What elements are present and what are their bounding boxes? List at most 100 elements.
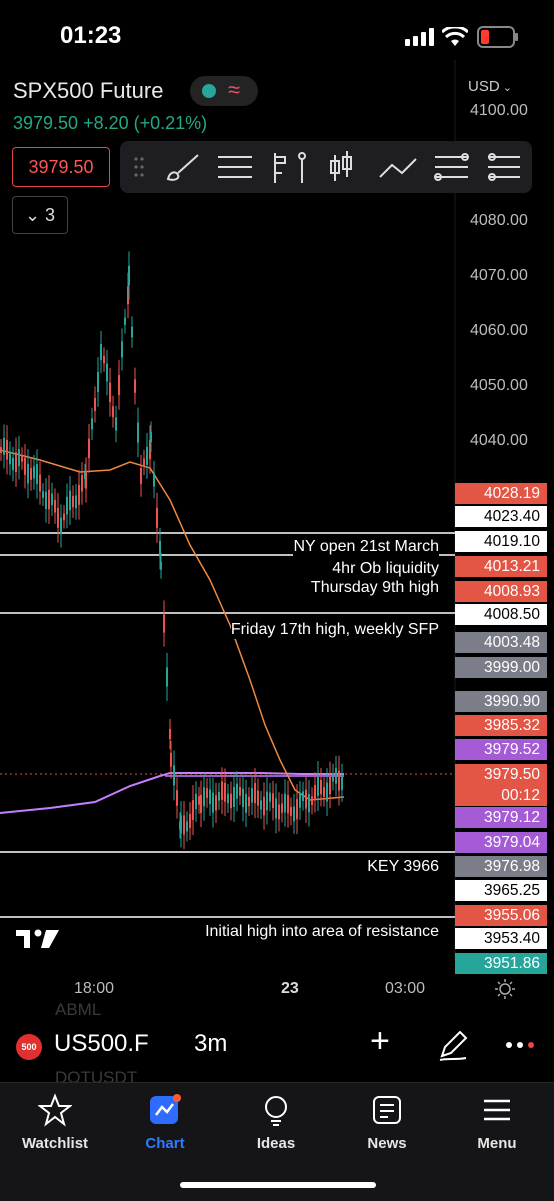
symbol-title[interactable]: SPX500 Future <box>13 78 164 103</box>
fib-icon[interactable] <box>434 153 469 181</box>
indicator-count: 3 <box>45 205 56 225</box>
indicator-collapse-button[interactable]: ⌄ 3 <box>12 196 68 234</box>
candle-body <box>183 815 185 835</box>
pen-icon[interactable] <box>436 1028 470 1062</box>
candle-body <box>332 772 334 782</box>
candle-body <box>335 768 337 784</box>
nav-news[interactable]: News <box>342 1093 432 1152</box>
price-label: 3990.90 <box>455 691 547 712</box>
candle-body <box>266 791 268 811</box>
nav-label-menu: Menu <box>477 1135 517 1152</box>
price-label: 4008.93 <box>455 581 547 602</box>
nav-watchlist[interactable]: Watchlist <box>10 1093 100 1152</box>
candle-body <box>9 452 11 465</box>
price-change: +8.20 (+0.21%) <box>83 113 208 133</box>
symbol-badge-icon: 500 <box>16 1034 42 1060</box>
price-tick: 4050.00 <box>470 377 528 394</box>
price-box[interactable]: 3979.50 <box>12 147 110 187</box>
currency-label: USD <box>468 78 500 95</box>
candle-body <box>0 447 2 453</box>
candle-body <box>227 793 229 804</box>
price-label: 3976.98 <box>455 856 547 877</box>
chart-icon <box>150 1094 181 1124</box>
candle-body <box>169 728 171 740</box>
candle-body <box>149 439 151 460</box>
candles-icon[interactable] <box>330 151 352 181</box>
candle-body <box>215 795 217 811</box>
candle-body <box>115 417 117 431</box>
candle-body <box>156 507 158 528</box>
candle-body <box>3 437 5 455</box>
price-label: 4028.19 <box>455 483 547 504</box>
candle-body <box>257 790 259 806</box>
pitchfork-icon[interactable] <box>274 152 306 183</box>
candle-body <box>69 490 71 511</box>
candle-body <box>15 452 17 472</box>
candle-body <box>60 517 62 535</box>
candle-body <box>103 355 105 364</box>
add-icon[interactable]: + <box>370 1022 390 1060</box>
price-tick: 4070.00 <box>470 267 528 284</box>
candle-body <box>48 489 50 510</box>
candle-body <box>180 815 182 834</box>
candle-body <box>224 782 226 802</box>
candle-body <box>287 794 289 814</box>
interval-select[interactable]: 3m <box>194 1030 228 1057</box>
candle-body <box>206 788 208 798</box>
candle-body <box>275 798 277 819</box>
tradingview-logo <box>16 929 59 948</box>
currency-select[interactable]: USD ⌄ <box>468 78 512 95</box>
candle-body <box>18 449 20 467</box>
candle-body <box>91 418 93 430</box>
drawing-toolbar <box>120 141 532 193</box>
settings-sun-icon[interactable] <box>494 978 516 1000</box>
candle-body <box>198 796 200 805</box>
horizontal-lines-icon[interactable] <box>218 156 252 178</box>
more-options-icon[interactable] <box>504 1038 536 1052</box>
price-label: 4019.10 <box>455 531 547 552</box>
nav-ideas[interactable]: Ideas <box>231 1093 321 1152</box>
candle-body <box>341 775 343 790</box>
candle-body <box>260 800 262 810</box>
candle-body <box>78 484 80 505</box>
price-label: 3985.32 <box>455 715 547 736</box>
candle-body <box>166 667 168 687</box>
candle-body <box>137 422 139 443</box>
toolbar-icons <box>134 151 520 183</box>
candle-body <box>163 614 165 633</box>
candle-body <box>66 497 68 515</box>
candle-body <box>6 439 8 460</box>
horizontal-lines <box>0 532 455 918</box>
candle-body <box>290 806 292 816</box>
gann-icon[interactable] <box>488 153 520 181</box>
candle-body <box>153 472 155 487</box>
candle-body <box>146 446 148 465</box>
symbol-ticker[interactable]: US500.F <box>54 1030 149 1057</box>
market-status-pill[interactable]: ≈ <box>190 76 258 106</box>
candle-body <box>284 793 286 813</box>
candle-body <box>170 752 172 767</box>
pattern-icon[interactable] <box>379 158 417 178</box>
time-tick-23: 23 <box>281 980 299 997</box>
nav-chart[interactable]: Chart <box>120 1093 210 1152</box>
candle-body <box>195 793 197 810</box>
symbol-bar: ABML 500 US500.F 3m + DOTUSDT <box>0 1000 554 1087</box>
annotation-ny-open: NY open 21st March <box>293 538 439 556</box>
candle-body <box>209 789 211 804</box>
nav-menu[interactable]: Menu <box>452 1093 542 1152</box>
price-chart[interactable] <box>0 0 554 1000</box>
candle-body <box>118 375 120 395</box>
candle-body <box>94 397 96 411</box>
annotation-key: KEY 3966 <box>367 858 439 876</box>
candle-body <box>143 458 145 467</box>
brush-icon[interactable] <box>166 154 199 181</box>
price-label: 4008.50 <box>455 604 547 625</box>
chevron-down-icon: ⌄ <box>24 205 41 225</box>
battery-icon <box>477 26 518 48</box>
price-label: 3965.25 <box>455 880 547 901</box>
candle-body <box>128 265 130 286</box>
price-label: 3979.50 <box>455 764 547 785</box>
candle-body <box>218 792 220 801</box>
market-open-dot-icon <box>202 84 216 98</box>
candle-body <box>100 343 102 361</box>
